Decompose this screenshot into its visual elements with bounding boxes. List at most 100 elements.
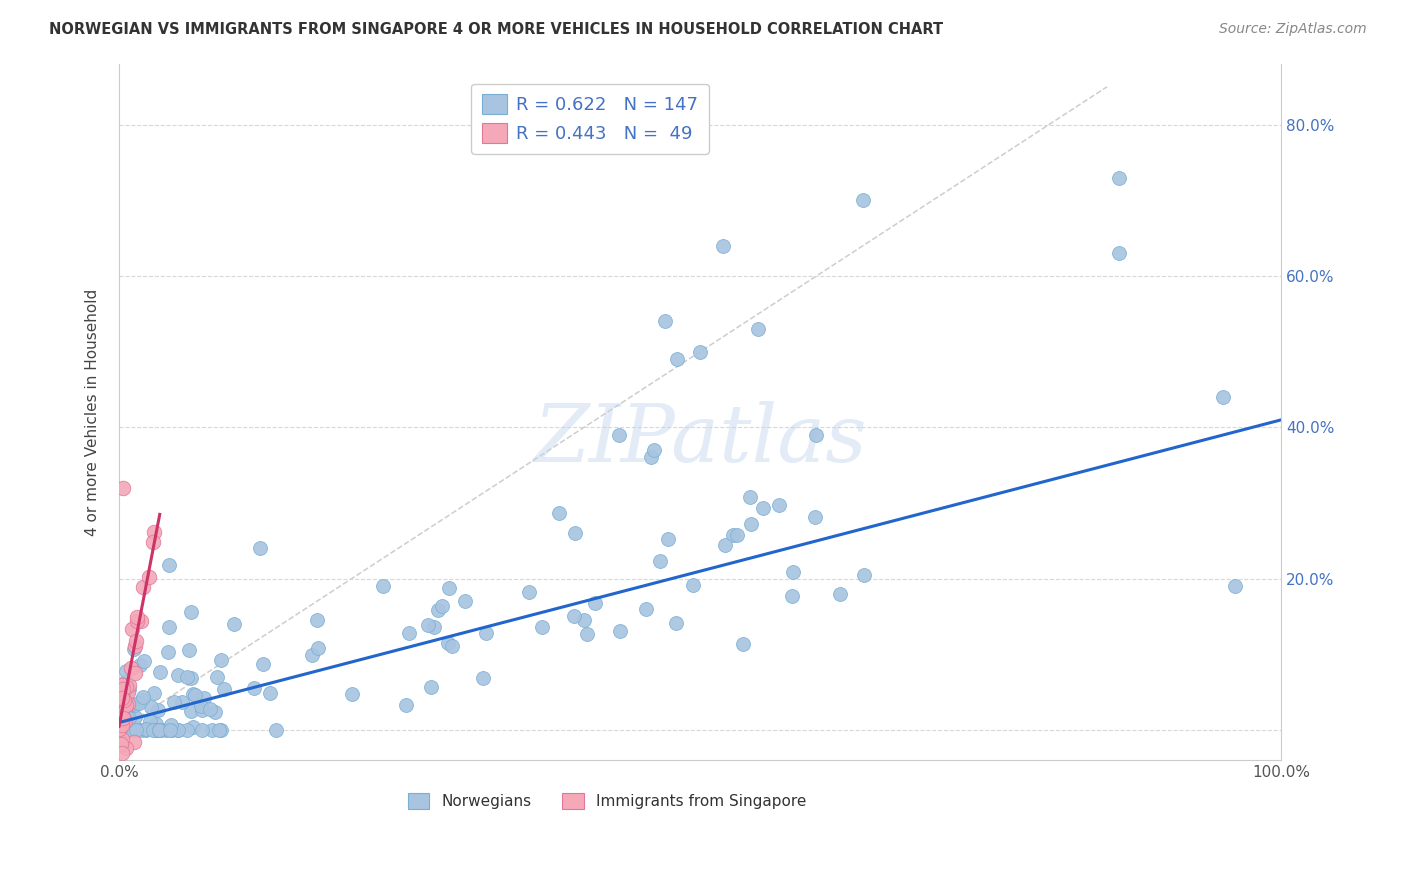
Point bbox=[148, 723, 170, 737]
Point bbox=[110, 737, 132, 751]
Point bbox=[110, 704, 132, 718]
Point bbox=[112, 714, 135, 728]
Point bbox=[110, 711, 132, 725]
Point bbox=[145, 723, 167, 738]
Point bbox=[121, 698, 143, 712]
Point bbox=[607, 428, 630, 442]
Point bbox=[803, 509, 825, 524]
Point bbox=[115, 723, 138, 738]
Point bbox=[142, 723, 165, 738]
Point bbox=[110, 723, 132, 738]
Point bbox=[124, 721, 146, 735]
Point bbox=[517, 585, 540, 599]
Point bbox=[472, 671, 495, 685]
Point bbox=[139, 699, 162, 714]
Point bbox=[112, 723, 135, 738]
Point bbox=[117, 685, 139, 699]
Point bbox=[157, 558, 180, 573]
Point bbox=[426, 603, 449, 617]
Point bbox=[160, 717, 183, 731]
Point bbox=[190, 698, 212, 713]
Point bbox=[782, 565, 804, 579]
Point bbox=[108, 696, 131, 710]
Point bbox=[111, 723, 134, 738]
Point bbox=[738, 490, 761, 504]
Point bbox=[115, 740, 138, 755]
Point bbox=[181, 720, 204, 734]
Point bbox=[657, 532, 679, 546]
Point bbox=[114, 697, 136, 711]
Point bbox=[191, 703, 214, 717]
Point bbox=[654, 314, 676, 328]
Point bbox=[114, 673, 136, 688]
Point bbox=[118, 711, 141, 725]
Point bbox=[1223, 579, 1246, 593]
Point bbox=[111, 697, 134, 711]
Point bbox=[180, 671, 202, 685]
Point bbox=[111, 731, 134, 746]
Point bbox=[198, 702, 221, 716]
Point bbox=[180, 605, 202, 619]
Point bbox=[166, 723, 188, 738]
Point bbox=[193, 691, 215, 706]
Point bbox=[205, 670, 228, 684]
Point bbox=[146, 703, 169, 717]
Point bbox=[112, 693, 135, 707]
Point bbox=[114, 699, 136, 714]
Point bbox=[131, 693, 153, 707]
Point bbox=[583, 596, 606, 610]
Point bbox=[114, 698, 136, 713]
Point bbox=[122, 734, 145, 748]
Point bbox=[167, 723, 190, 738]
Point bbox=[148, 723, 170, 738]
Point bbox=[634, 601, 657, 615]
Point bbox=[111, 711, 134, 725]
Point bbox=[224, 616, 246, 631]
Text: Source: ZipAtlas.com: Source: ZipAtlas.com bbox=[1219, 22, 1367, 37]
Point bbox=[112, 678, 135, 692]
Point bbox=[342, 687, 364, 701]
Point bbox=[111, 718, 134, 732]
Point bbox=[665, 352, 688, 367]
Point bbox=[682, 578, 704, 592]
Point bbox=[208, 723, 231, 738]
Point bbox=[111, 723, 134, 738]
Point bbox=[665, 615, 688, 630]
Point bbox=[111, 683, 134, 698]
Point bbox=[110, 706, 132, 721]
Point bbox=[441, 639, 464, 653]
Point bbox=[111, 687, 134, 701]
Point bbox=[160, 723, 183, 738]
Point bbox=[127, 610, 149, 624]
Point bbox=[129, 615, 152, 629]
Point bbox=[117, 697, 139, 711]
Point bbox=[474, 626, 496, 640]
Point bbox=[751, 500, 773, 515]
Text: NORWEGIAN VS IMMIGRANTS FROM SINGAPORE 4 OR MORE VEHICLES IN HOUSEHOLD CORRELATI: NORWEGIAN VS IMMIGRANTS FROM SINGAPORE 4… bbox=[49, 22, 943, 37]
Point bbox=[747, 322, 769, 336]
Point bbox=[713, 238, 735, 252]
Point bbox=[155, 723, 177, 738]
Point bbox=[530, 619, 553, 633]
Point bbox=[191, 723, 214, 738]
Point bbox=[398, 626, 420, 640]
Point bbox=[110, 737, 132, 751]
Point bbox=[184, 688, 207, 702]
Point bbox=[689, 344, 711, 359]
Point bbox=[437, 581, 460, 595]
Point bbox=[118, 681, 141, 696]
Point bbox=[416, 618, 439, 632]
Point bbox=[721, 528, 744, 542]
Point bbox=[110, 695, 132, 709]
Point bbox=[264, 723, 287, 738]
Point bbox=[731, 637, 754, 651]
Point bbox=[209, 723, 232, 738]
Point bbox=[110, 683, 132, 698]
Point bbox=[301, 648, 323, 663]
Point bbox=[163, 695, 186, 709]
Y-axis label: 4 or more Vehicles in Household: 4 or more Vehicles in Household bbox=[86, 289, 100, 536]
Point bbox=[243, 681, 266, 695]
Point bbox=[135, 722, 157, 736]
Point bbox=[125, 723, 148, 738]
Point bbox=[576, 627, 599, 641]
